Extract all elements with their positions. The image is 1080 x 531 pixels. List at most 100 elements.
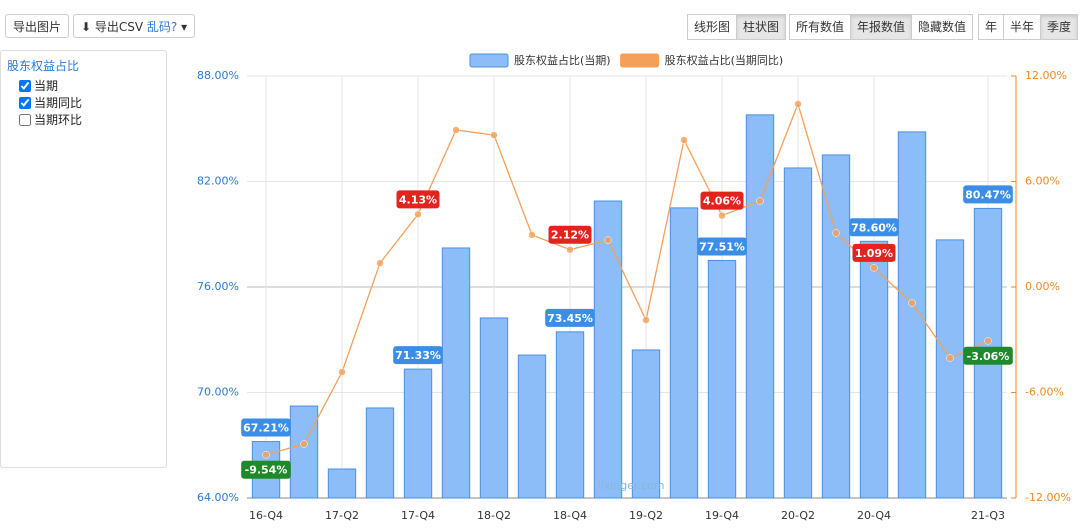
bar (441, 247, 471, 499)
sidebar: 股东权益占比 当期 当期同比 当期环比 (0, 50, 167, 468)
point (414, 210, 422, 219)
quarter-button[interactable]: 季度 (1040, 14, 1079, 40)
x-tick-label: 19-Q4 (705, 509, 739, 522)
label-box (963, 185, 1013, 204)
line (265, 101, 989, 456)
data-label: -3.06% (967, 350, 1010, 363)
bar (365, 407, 395, 499)
hide-values-button[interactable]: 隐藏数值 (911, 14, 974, 40)
point (642, 316, 650, 324)
label-box (241, 460, 291, 479)
x-tick-label: 21-Q3 (971, 509, 1005, 522)
option-label: 当期环比 (34, 113, 83, 127)
y2-tick-label: -6.00% (1025, 386, 1064, 399)
half-year-button[interactable]: 半年 (1003, 14, 1042, 40)
y-tick-label: 70.00% (197, 386, 239, 399)
annual-values-button[interactable]: 年报数值 (850, 14, 913, 40)
option[interactable]: 当期环比 (7, 111, 160, 128)
data-label: 80.47% (965, 188, 1011, 201)
y-tick-label: 82.00% (197, 175, 239, 188)
bar (821, 154, 851, 499)
point (338, 368, 346, 376)
data-label: -9.54% (245, 464, 288, 477)
data-label: 78.60% (851, 221, 897, 234)
point (870, 264, 878, 272)
label-box (697, 237, 747, 256)
bar (289, 405, 319, 499)
bar (745, 114, 775, 499)
bar (327, 468, 357, 499)
y-tick-label: 64.00% (197, 491, 239, 504)
chart-type-group: 线形图 柱状图 (687, 14, 787, 40)
bar-chart-button[interactable]: 柱状图 (736, 14, 787, 40)
data-label: 1.09% (855, 247, 893, 260)
bar (631, 349, 661, 499)
year-button[interactable]: 年 (978, 14, 1005, 40)
label-box (852, 243, 896, 262)
x-tick-label: 19-Q2 (629, 509, 663, 522)
label-box (548, 225, 592, 244)
bar (707, 259, 737, 499)
line-chart-button[interactable]: 线形图 (687, 14, 738, 40)
bar (479, 317, 509, 499)
x-tick-label: 17-Q4 (401, 509, 435, 522)
garbled-link[interactable]: 乱码? (146, 20, 178, 34)
point (908, 299, 916, 307)
period-group: 年 半年 季度 (978, 14, 1079, 40)
bar (859, 240, 889, 499)
x-tick-label: 16-Q4 (249, 509, 283, 522)
label-box (545, 308, 595, 327)
checkbox[interactable] (19, 79, 31, 92)
point (680, 136, 688, 144)
point (832, 229, 840, 237)
bar (555, 331, 585, 499)
label-box (849, 218, 899, 237)
option-label: 当期 (34, 79, 59, 93)
bar (593, 200, 623, 499)
point (718, 211, 726, 220)
label-box (241, 418, 291, 437)
point (452, 126, 460, 134)
export-image-button[interactable]: 导出图片 (5, 14, 70, 38)
point (262, 450, 270, 459)
option-label: 当期同比 (34, 96, 83, 110)
data-label: 4.13% (399, 193, 437, 206)
legend-label: 股东权益占比(当期) (514, 53, 611, 67)
legend-swatch (469, 53, 509, 68)
x-tick-label: 17-Q2 (325, 509, 359, 522)
x-tick-label: 20-Q4 (857, 509, 891, 522)
label-box (396, 190, 440, 209)
bar (517, 354, 547, 499)
bar (897, 131, 927, 499)
point (490, 131, 498, 139)
label-box (393, 346, 443, 365)
point (946, 354, 954, 362)
legend-label: 股东权益占比(当期同比) (665, 53, 784, 67)
data-label: 67.21% (243, 422, 289, 435)
option[interactable]: 当期 (7, 77, 160, 94)
export-csv[interactable]: 导出CSV (94, 20, 144, 34)
x-tick-label: 20-Q2 (781, 509, 815, 522)
y2-tick-label: 12.00% (1025, 69, 1067, 82)
checkbox[interactable] (19, 113, 31, 126)
label-box (963, 346, 1013, 365)
x-tick-label: 18-Q4 (553, 509, 587, 522)
data-label: 73.45% (547, 312, 593, 325)
point (300, 440, 308, 448)
data-label: 2.12% (551, 229, 589, 242)
data-label: 4.06% (703, 195, 741, 208)
bar (935, 239, 965, 499)
point (984, 337, 992, 345)
label-box (700, 191, 744, 210)
export-csv-button[interactable]: ⬇ 导出CSV 乱码? ▾ (73, 14, 196, 38)
all-values-button[interactable]: 所有数值 (789, 14, 852, 40)
point (528, 231, 536, 239)
option[interactable]: 当期同比 (7, 94, 160, 111)
checkbox[interactable] (19, 96, 31, 109)
y2-tick-label: 6.00% (1025, 175, 1060, 188)
bar (403, 368, 433, 499)
x-tick-label: 18-Q2 (477, 509, 511, 522)
point (794, 100, 802, 108)
